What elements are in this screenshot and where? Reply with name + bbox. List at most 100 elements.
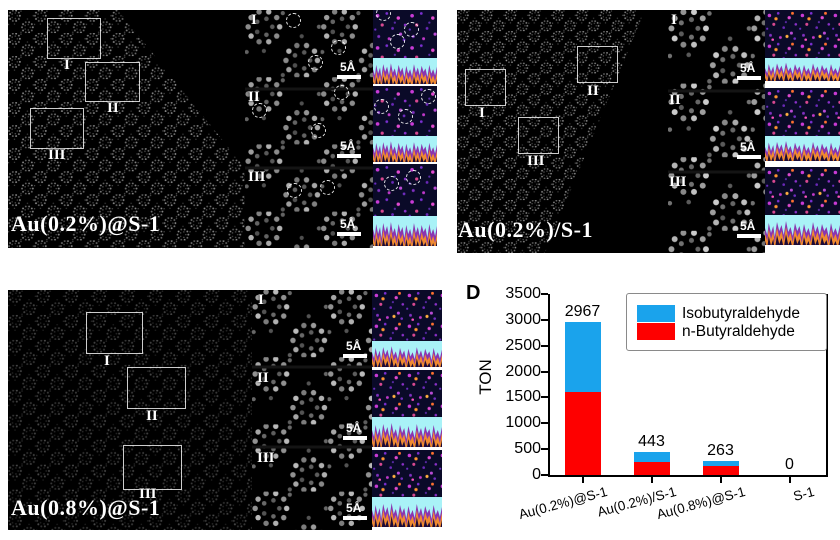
x-tick (581, 477, 584, 483)
legend-row: Isobutyraldehyde (637, 304, 800, 322)
x-tick (719, 477, 722, 483)
y-tick (541, 396, 548, 399)
panelA-region-box-III (30, 108, 84, 149)
y-tick (541, 422, 548, 425)
y-tick-label: 0 (532, 466, 541, 483)
panelB-dotmap-1 (765, 10, 840, 58)
y-tick-label: 2000 (505, 362, 541, 380)
panelB-scalebar-label-1: 5Å (740, 61, 756, 75)
panelB-strip-label-III: III (669, 174, 687, 190)
legend-box (626, 293, 827, 351)
panelA-zoom-strip (245, 10, 373, 248)
panelC-strip-label-I: I (258, 292, 264, 308)
legend-swatch-n-butyraldehyde (637, 322, 675, 340)
atom-circle (334, 85, 349, 100)
panelC-dotmap-2 (372, 370, 442, 417)
panelB-region-box-label-II: II (587, 83, 599, 99)
atom-circle (374, 99, 389, 114)
y-tick-label: 2500 (505, 336, 541, 354)
panelA-scalebar-label-1: 5Å (340, 60, 356, 74)
panelC-region-box-label-III: III (139, 486, 157, 502)
atom-circle (404, 22, 419, 37)
atom-circle (308, 55, 323, 70)
panelB-scalebar-1 (737, 76, 761, 80)
x-tick (788, 477, 791, 483)
panelC-profile-2 (372, 417, 442, 447)
panelA-region-box-label-I: I (64, 57, 70, 73)
panelB-stem-image (457, 10, 668, 253)
bar-n-butyraldehyde (702, 465, 739, 475)
legend-label-isobutyraldehyde: Isobutyraldehyde (682, 304, 801, 322)
panelB-strip-label-I: I (671, 12, 677, 28)
panelC-strip-label-III: III (257, 450, 275, 466)
panelC-profile-3 (372, 497, 442, 527)
chart-plot (548, 294, 828, 477)
panelC-scalebar-label-1: 5Å (346, 339, 362, 353)
panelB-region-box-label-I: I (479, 105, 485, 121)
panelA-profile-1 (373, 58, 437, 84)
bar-total-label: 443 (638, 433, 665, 451)
panelA-strip-label-II: II (248, 89, 260, 105)
atom-circle (406, 170, 421, 185)
panelA-region-box-II (85, 62, 140, 102)
y-tick (541, 344, 548, 347)
y-tick (541, 448, 548, 451)
y-tick (541, 474, 548, 476)
panelA-region-box-I (47, 18, 101, 59)
bar-isobutyraldehyde (633, 452, 670, 463)
panelB-scalebar-label-2: 5Å (740, 140, 756, 154)
y-tick-label: 3000 (505, 310, 541, 328)
y-tick-label: 500 (514, 440, 541, 458)
panelA-intensity-strip (373, 10, 437, 246)
panelB-intensity-strip (765, 10, 840, 245)
bar-n-butyraldehyde (633, 462, 670, 475)
panelA-scalebar-1 (337, 75, 361, 79)
panelB-region-box-I (465, 69, 506, 106)
legend-label-n-butyraldehyde: n-Butyraldehyde (682, 322, 795, 340)
panelB-dotmap-3 (765, 167, 840, 215)
panelA-scalebar-2 (337, 154, 361, 158)
panelC-region-box-II (127, 367, 186, 409)
bar-total-label: 0 (785, 456, 794, 473)
panelC-scalebar-2 (343, 436, 367, 440)
panelB-scalebar-label-3: 5Å (740, 219, 756, 233)
panelB-region-box-III (518, 117, 559, 154)
panelA-strip-label-I: I (251, 12, 257, 28)
panelA-profile-2 (373, 136, 437, 162)
panelA-scalebar-label-3: 5Å (340, 217, 356, 231)
panelC-profile-1 (372, 341, 442, 367)
panelA-dotmap-3 (373, 164, 437, 216)
bar-isobutyraldehyde (702, 461, 739, 466)
atom-circle (384, 176, 399, 191)
panelC-dotmap-1 (372, 290, 442, 341)
legend-swatch-isobutyraldehyde (637, 304, 675, 322)
panelC-region-box-label-I: I (104, 353, 110, 369)
panelC-scalebar-3 (343, 516, 367, 520)
panelB-scalebar-2 (737, 155, 761, 159)
atom-circle (398, 109, 413, 124)
y-tick (541, 318, 548, 321)
panelC-dotmap-3 (372, 450, 442, 497)
y-tick (541, 370, 548, 373)
panelC-stem-image (8, 290, 252, 530)
panelC-scalebar-label-2: 5Å (346, 421, 362, 435)
vacuum-wedge (118, 10, 245, 168)
panelC-label: Au(0.8%)@S-1 (11, 495, 161, 520)
panelB-profile-2 (765, 136, 840, 161)
y-tick (541, 293, 548, 295)
panelB-label: Au(0.2%)/S-1 (458, 217, 593, 242)
atom-circle (320, 180, 335, 195)
bar-total-label: 263 (707, 442, 734, 460)
x-tick (650, 477, 653, 483)
bar-n-butyraldehyde (564, 392, 601, 475)
panelB-region-box-II (577, 46, 618, 83)
vacuum-wedge (545, 10, 668, 253)
panelA-profile-3 (373, 216, 437, 246)
atom-circle (421, 89, 436, 104)
bar-isobutyraldehyde (564, 321, 601, 393)
panelC-scalebar-label-3: 5Å (346, 501, 362, 515)
panelB-profile-3 (765, 215, 840, 245)
panelA-scalebar-label-2: 5Å (340, 139, 356, 153)
legend-row: n-Butyraldehyde (637, 322, 800, 340)
